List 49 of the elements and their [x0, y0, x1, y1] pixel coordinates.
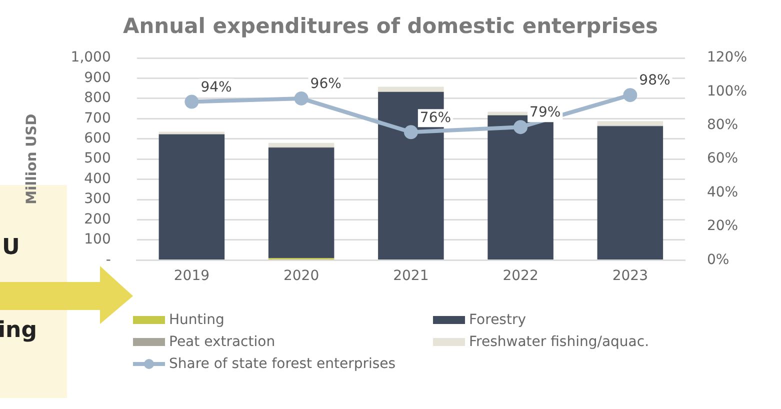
y2-tick-label: 120% — [706, 50, 748, 66]
y-tick-label: 400 — [84, 170, 111, 187]
y2-tick-label: 40% — [706, 184, 738, 200]
point — [184, 94, 199, 109]
x-tick-label: 2021 — [393, 268, 429, 284]
bar — [158, 132, 225, 134]
legend-label: Share of state forest enterprises — [169, 356, 396, 372]
x-tick-label: 2020 — [283, 268, 320, 284]
data-label: 79% — [530, 104, 561, 121]
legend-label: Peat extraction — [169, 334, 276, 350]
bar — [158, 134, 225, 260]
x-tick-label: 2022 — [502, 268, 538, 284]
y2-tick-label: 20% — [706, 218, 738, 234]
y-tick-label: 1,000 — [70, 50, 111, 66]
y-tick-label: 100 — [84, 232, 111, 248]
data-label: 98% — [639, 72, 670, 89]
x-tick-label: 2019 — [174, 268, 210, 284]
y-tick-label: 800 — [84, 90, 111, 106]
bar — [597, 126, 664, 260]
bar — [378, 86, 444, 92]
point — [404, 125, 418, 140]
data-label: 76% — [420, 110, 452, 126]
y-tick-label: - — [106, 252, 111, 268]
legend-label: Freshwater fishing/aquac. — [469, 334, 650, 350]
y-tick-label: 200 — [84, 211, 111, 228]
point — [623, 88, 638, 102]
y-tick-label: 600 — [84, 130, 111, 147]
chart-title: Annual expenditures of domestic enterprises — [122, 14, 660, 38]
text: ing — [0, 318, 37, 343]
y-tick-label: 900 — [84, 70, 111, 86]
point — [294, 91, 308, 106]
data-label: 94% — [200, 79, 232, 96]
y-tick-label: 700 — [84, 110, 111, 126]
legend-label: Forestry — [469, 312, 526, 328]
legend-label: Hunting — [169, 312, 224, 328]
y-tick-label: 300 — [84, 191, 111, 208]
y2-tick-label: 60% — [706, 150, 738, 167]
text: U — [2, 235, 20, 260]
y2-tick-label: 0% — [706, 252, 730, 268]
bar — [488, 115, 554, 260]
x-tick-label: 2023 — [612, 268, 648, 284]
y2-tick-label: 80% — [706, 117, 738, 134]
point — [514, 120, 528, 134]
y-tick-label: 500 — [84, 150, 111, 167]
data-label: 96% — [310, 76, 342, 92]
y-axis-title: Million USD — [24, 114, 40, 204]
bar — [268, 142, 334, 148]
y2-tick-label: 100% — [706, 83, 748, 100]
bar — [268, 148, 334, 258]
